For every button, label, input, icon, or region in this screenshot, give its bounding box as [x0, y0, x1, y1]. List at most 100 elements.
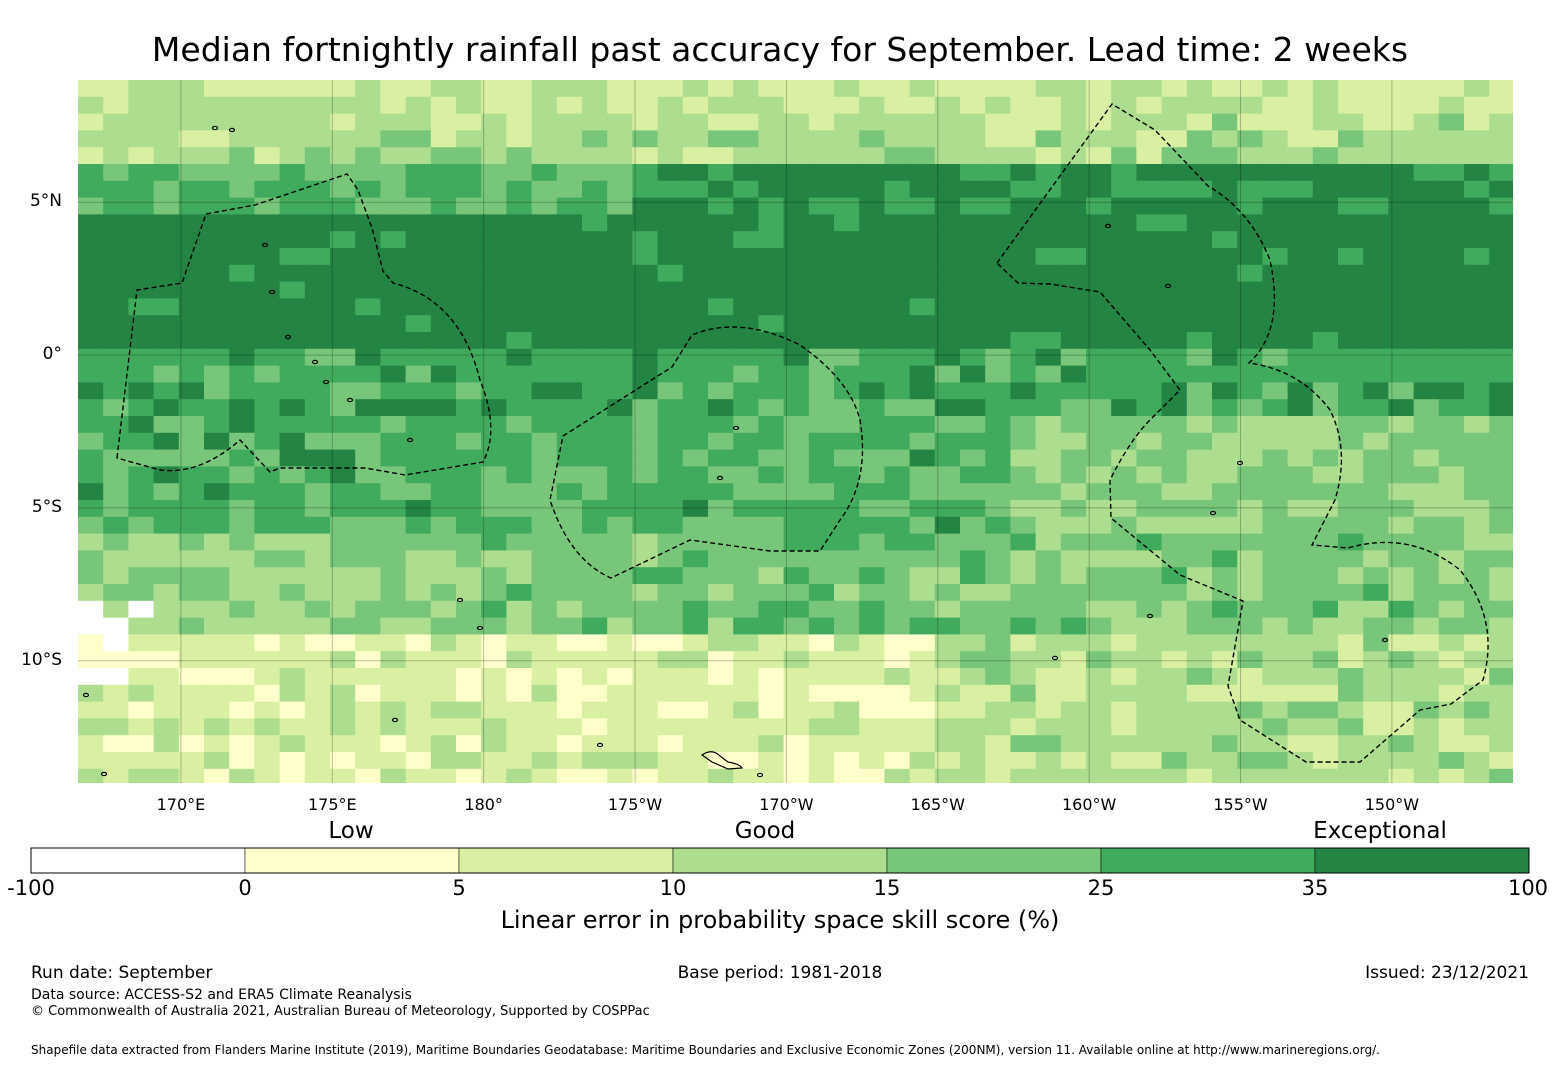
grid-cell [531, 298, 558, 316]
grid-cell [657, 399, 684, 417]
grid-cell [582, 315, 608, 333]
grid-cell [607, 264, 633, 283]
grid-cell [733, 399, 759, 417]
grid-cell [859, 80, 885, 98]
grid-cell [934, 332, 961, 350]
grid-cell [279, 735, 306, 753]
grid-cell [1212, 130, 1238, 148]
grid-cell [1035, 80, 1062, 98]
grid-cell [103, 180, 129, 199]
grid-cell [1262, 348, 1289, 367]
grid-cell [632, 248, 659, 266]
grid-cell [582, 164, 608, 182]
grid-cell [456, 348, 482, 367]
island-outline [456, 597, 464, 603]
grid-cell [1388, 701, 1415, 719]
grid-cell [708, 399, 734, 417]
grid-cell [1413, 248, 1440, 266]
grid-cell [733, 432, 759, 451]
grid-cell [229, 298, 255, 316]
grid-cell [1388, 348, 1415, 367]
grid-cell [531, 281, 558, 299]
grid-cell [909, 315, 936, 333]
grid-cell [657, 550, 684, 568]
grid-cell [1464, 752, 1490, 770]
grid-cell [380, 248, 407, 266]
grid-cell [355, 718, 381, 736]
grid-cell [254, 399, 281, 417]
grid-cell [481, 600, 507, 619]
grid-cell [304, 281, 331, 299]
grid-cell [1010, 332, 1037, 350]
grid-cell [783, 701, 810, 719]
grid-cell [1111, 231, 1137, 249]
grid-cell [330, 500, 356, 518]
grid-cell [556, 516, 583, 535]
grid-cell [909, 164, 936, 182]
grid-cell [229, 248, 255, 266]
grid-cell [1111, 516, 1137, 535]
grid-cell [355, 768, 381, 783]
grid-cell [1312, 516, 1339, 535]
grid-cell [985, 164, 1011, 182]
grid-cell [808, 214, 835, 232]
grid-cell [1035, 449, 1062, 467]
grid-cell [1338, 432, 1364, 451]
grid-cell [1262, 365, 1289, 383]
grid-cell [985, 281, 1011, 299]
grid-cell [1060, 584, 1087, 602]
grid-cell [481, 735, 507, 753]
grid-cell [456, 449, 482, 467]
grid-cell [1464, 248, 1490, 266]
grid-cell [1413, 701, 1440, 719]
grid-cell [934, 416, 961, 434]
grid-cell [506, 365, 533, 383]
grid-cell [128, 164, 155, 182]
grid-cell [481, 80, 507, 98]
grid-cell [607, 567, 633, 585]
grid-cell [153, 113, 180, 131]
grid-cell [1060, 466, 1087, 484]
grid-cell [1086, 180, 1112, 199]
grid-cell [1388, 382, 1415, 400]
grid-cell [783, 416, 810, 434]
grid-cell [1035, 752, 1062, 770]
grid-cell [758, 180, 785, 199]
grid-cell [78, 567, 104, 585]
grid-cell [834, 416, 860, 434]
grid-cell [1287, 718, 1314, 736]
grid-cell [1111, 584, 1137, 602]
grid-cell [153, 600, 180, 619]
grid-cell [229, 735, 255, 753]
grid-cell [657, 231, 684, 249]
grid-cell [456, 382, 482, 400]
grid-cell [330, 617, 356, 635]
grid-cell [178, 130, 205, 148]
grid-cell [304, 500, 331, 518]
grid-cell [1262, 332, 1289, 350]
grid-cell [1388, 248, 1415, 266]
island-outline [228, 127, 236, 133]
grid-cell [355, 365, 381, 383]
grid-cell [1086, 315, 1112, 333]
grid-cell [254, 130, 281, 148]
grid-cell [1413, 483, 1440, 501]
grid-cell [380, 483, 407, 501]
grid-cell [78, 718, 104, 736]
grid-cell [380, 264, 407, 283]
grid-cell [708, 684, 734, 703]
grid-cell [481, 130, 507, 148]
grid-cell [481, 567, 507, 585]
grid-cell [556, 752, 583, 770]
grid-cell [1060, 500, 1087, 518]
grid-cell [985, 113, 1011, 131]
grid-cell [758, 718, 785, 736]
grid-cell [934, 449, 961, 467]
grid-cell [1363, 147, 1389, 165]
grid-cell [405, 264, 432, 283]
grid-cell [1060, 399, 1087, 417]
grid-cell [1262, 483, 1289, 501]
grid-cell [279, 231, 306, 249]
grid-cell [657, 752, 684, 770]
grid-cell [178, 365, 205, 383]
